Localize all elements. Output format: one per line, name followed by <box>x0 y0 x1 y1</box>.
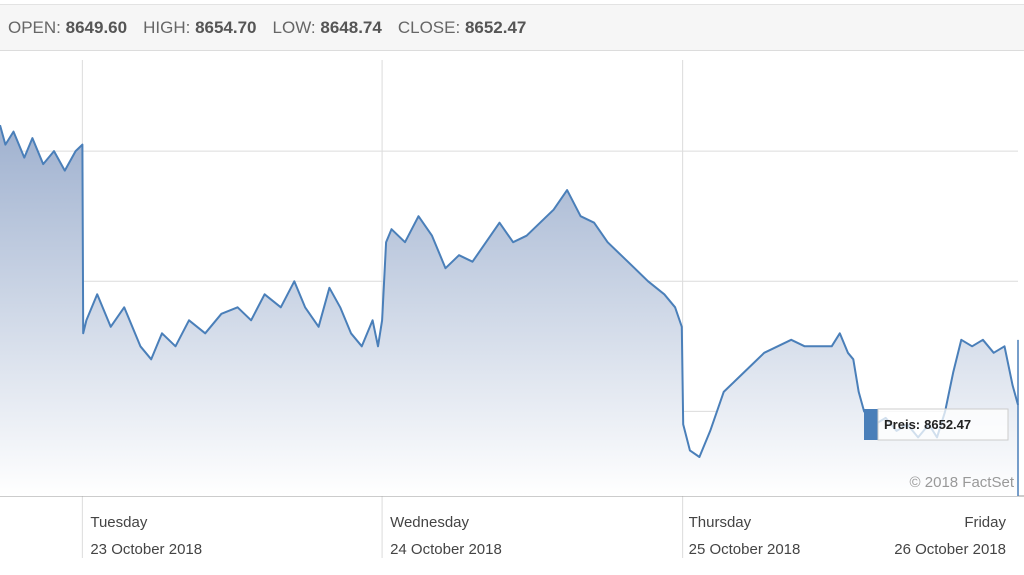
x-tick-date-label: 26 October 2018 <box>894 541 1006 558</box>
tooltip-box <box>877 408 1009 441</box>
low-stat: LOW: 8648.74 <box>273 18 382 38</box>
price-tooltip: Preis: 8652.47 <box>864 408 1009 441</box>
open-stat: OPEN: 8649.60 <box>8 18 127 38</box>
open-value: 8649.60 <box>65 17 128 37</box>
x-tick-day-label: Thursday <box>689 514 752 531</box>
x-tick-date-label: 25 October 2018 <box>689 541 801 558</box>
price-area-fill <box>0 125 1018 496</box>
open-label: OPEN: <box>8 17 61 37</box>
x-tick-day-label: Friday <box>964 514 1006 531</box>
high-stat: HIGH: 8654.70 <box>143 18 256 38</box>
x-tick-date-label: 24 October 2018 <box>390 541 502 558</box>
x-tick-date-label: 23 October 2018 <box>90 541 202 558</box>
close-stat: CLOSE: 8652.47 <box>398 18 527 38</box>
factset-watermark: © 2018 FactSet <box>910 474 1015 491</box>
tooltip-label: Preis: <box>884 417 920 432</box>
low-value: 8648.74 <box>320 17 382 37</box>
tooltip-value: 8652.47 <box>924 417 971 432</box>
close-value: 8652.47 <box>464 17 527 37</box>
high-value: 8654.70 <box>195 17 257 37</box>
tooltip-marker <box>864 409 878 440</box>
close-label: CLOSE: <box>397 17 461 37</box>
ohlc-summary-bar: OPEN: 8649.60 HIGH: 8654.70 LOW: 8648.74… <box>0 4 1024 51</box>
x-tick-day-label: Tuesday <box>90 514 147 531</box>
tooltip-text: Preis: 8652.47 <box>884 417 971 432</box>
low-label: LOW: <box>272 17 316 37</box>
area-layer <box>0 124 1019 496</box>
x-axis: Tuesday 23 October 2018 Wednesday 24 Octobe… <box>90 514 1006 558</box>
x-tick-day-label: Wednesday <box>390 514 469 531</box>
high-label: HIGH: <box>143 17 191 37</box>
